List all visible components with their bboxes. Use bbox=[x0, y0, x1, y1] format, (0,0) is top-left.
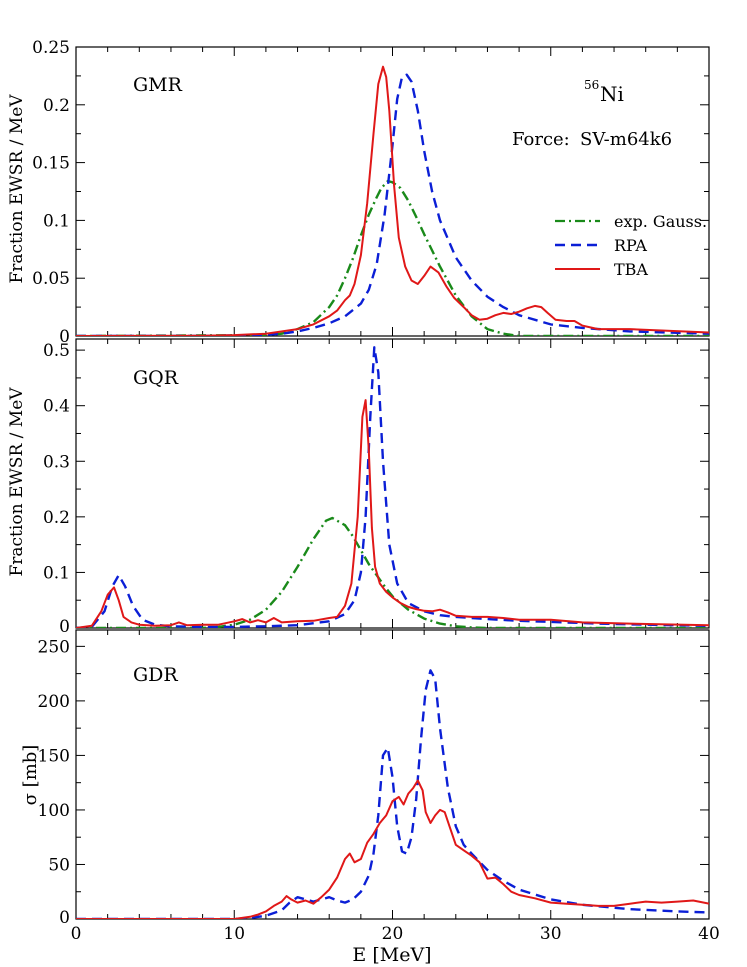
panel-gqr-series bbox=[76, 346, 709, 628]
legend: exp. Gauss. RPA TBA bbox=[555, 212, 707, 279]
panel-gqr-ylabel: Fraction EWSR / MeV bbox=[7, 387, 27, 577]
nucleus-mass-number: 56 bbox=[584, 78, 599, 92]
series-tba-gqr bbox=[76, 399, 709, 628]
panel-gqr-title: GQR bbox=[133, 367, 179, 389]
series-rpa-gmr bbox=[76, 73, 709, 336]
panel-gdr-title: GDR bbox=[133, 664, 178, 686]
legend-tba-label: TBA bbox=[614, 260, 648, 279]
y-tick-label-gdr: 250 bbox=[38, 637, 70, 657]
y-tick-label-gqr: 0.4 bbox=[43, 397, 70, 417]
y-tick-label-gmr: 0 bbox=[59, 327, 70, 347]
y-tick-label-gdr: 150 bbox=[38, 746, 70, 766]
x-tick-label: 20 bbox=[382, 924, 404, 944]
nucleus-symbol: Ni bbox=[600, 82, 624, 106]
nucleus-label: 56 Ni bbox=[584, 78, 624, 106]
panel-gmr-ytick-labels: 0 0.05 0.1 0.15 0.2 0.25 bbox=[32, 38, 70, 347]
x-axis-label: E [MeV] bbox=[352, 944, 431, 966]
force-name: SV-m64k6 bbox=[580, 129, 672, 150]
series-exp-gauss-gqr bbox=[76, 516, 709, 628]
y-tick-label-gmr: 0.2 bbox=[43, 96, 70, 116]
panel-gdr-ytick-labels: 0 50 100 150 200 250 bbox=[38, 637, 70, 928]
y-tick-label-gdr: 200 bbox=[38, 692, 70, 712]
x-axis-tick-labels: 0 10 20 30 40 bbox=[71, 924, 720, 944]
series-tba-gmr bbox=[76, 65, 709, 336]
legend-rpa-label: RPA bbox=[614, 236, 647, 255]
panel-gqr-ytick-labels: 0 0.1 0.2 0.3 0.4 0.5 bbox=[43, 341, 70, 637]
y-tick-label-gqr: 0.3 bbox=[43, 452, 70, 472]
panel-gmr-title: GMR bbox=[133, 74, 183, 96]
y-tick-label-gmr: 0.25 bbox=[32, 38, 70, 58]
x-tick-label: 30 bbox=[540, 924, 562, 944]
series-rpa-gdr bbox=[76, 669, 709, 919]
y-tick-label-gqr: 0.1 bbox=[43, 563, 70, 583]
y-tick-label-gqr: 0.2 bbox=[43, 508, 70, 528]
x-tick-label: 0 bbox=[71, 924, 82, 944]
y-tick-label-gmr: 0.05 bbox=[32, 269, 70, 289]
y-tick-label-gdr: 50 bbox=[48, 855, 70, 875]
series-rpa-gqr bbox=[76, 346, 709, 628]
y-tick-label-gqr: 0 bbox=[59, 617, 70, 637]
panel-gmr: 0 0.05 0.1 0.15 0.2 0.25 GMR Fraction EWSR / … bbox=[7, 38, 710, 347]
y-tick-label-gmr: 0.1 bbox=[43, 211, 70, 231]
panel-gdr: 0 50 100 150 200 250 GDR σ [mb] bbox=[20, 629, 710, 928]
panel-gqr: 0 0.1 0.2 0.3 0.4 0.5 GQR Fraction EWSR / MeV bbox=[7, 338, 710, 637]
y-tick-label-gdr: 100 bbox=[38, 801, 70, 821]
panel-gmr-series bbox=[76, 65, 709, 336]
series-tba-gdr bbox=[76, 779, 709, 919]
y-tick-label-gmr: 0.15 bbox=[32, 154, 70, 174]
series-exp-gauss-gmr bbox=[76, 179, 709, 336]
legend-exp-gauss-label: exp. Gauss. bbox=[614, 212, 707, 231]
panel-gmr-ylabel: Fraction EWSR / MeV bbox=[7, 94, 27, 284]
y-tick-label-gdr: 0 bbox=[59, 908, 70, 928]
panel-gdr-series bbox=[76, 669, 709, 919]
x-tick-label: 40 bbox=[698, 924, 720, 944]
force-label: Force: bbox=[512, 129, 570, 150]
panel-gdr-ylabel: σ [mb] bbox=[20, 745, 41, 806]
x-tick-label: 10 bbox=[223, 924, 245, 944]
y-tick-label-gqr: 0.5 bbox=[43, 341, 70, 361]
